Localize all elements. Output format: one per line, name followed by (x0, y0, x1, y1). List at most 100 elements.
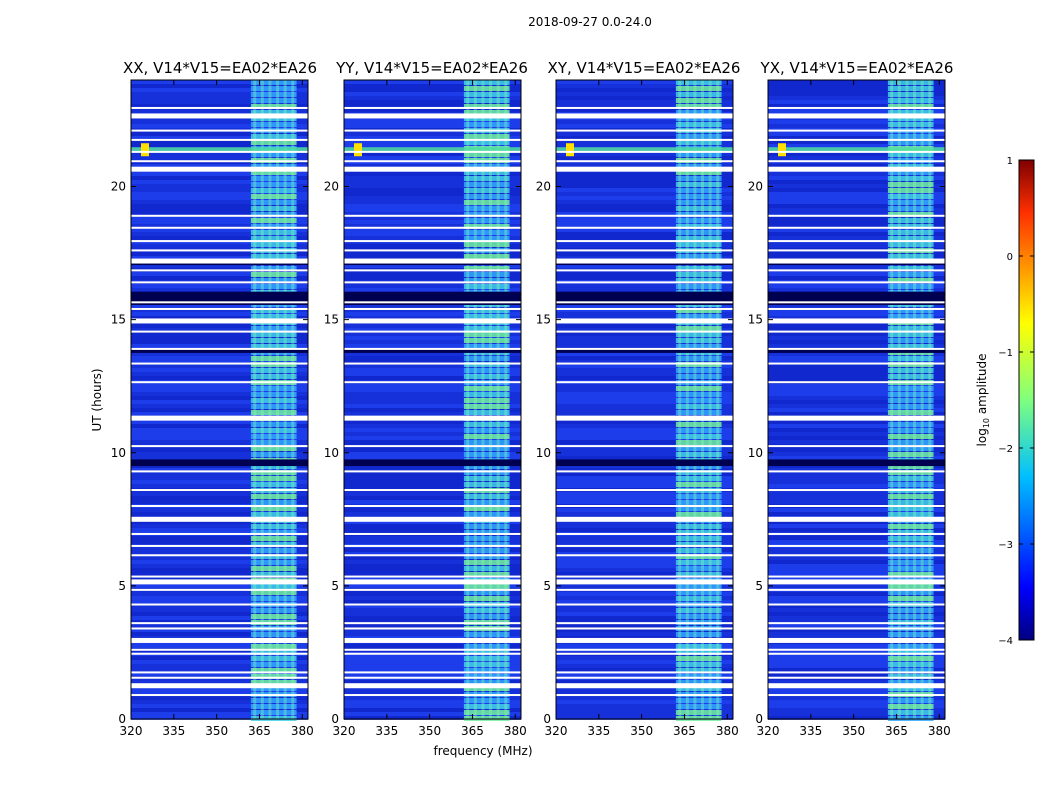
flagged-row (556, 214, 733, 217)
rfi-band-stripe (276, 80, 280, 719)
noise-row (344, 608, 521, 612)
noise-row (131, 392, 308, 396)
noise-row (344, 520, 521, 524)
panel-frame (343, 79, 522, 720)
noise-row (344, 584, 521, 588)
y-tick-label: 15 (324, 313, 339, 327)
noise-row (131, 576, 308, 580)
flagged-row (131, 301, 308, 304)
rfi-band-segment (250, 404, 297, 409)
noise-row (556, 356, 733, 360)
rfi-band-segment (463, 152, 510, 157)
noise-row (131, 612, 308, 616)
rfi-band-segment (250, 440, 297, 445)
noise-row (344, 264, 521, 268)
rfi-band-segment (675, 434, 722, 439)
rfi-band-stripe (693, 80, 697, 719)
noise-row (131, 432, 308, 436)
noise-row (556, 396, 733, 400)
noise-row (131, 620, 308, 624)
noise-row (131, 572, 308, 576)
noise-row (556, 528, 733, 532)
noise-row (768, 92, 945, 96)
flagged-row (768, 603, 945, 606)
noise-row (131, 96, 308, 100)
noise-row (131, 228, 308, 232)
noise-row (556, 180, 733, 184)
rfi-band-segment (887, 686, 934, 691)
noise-row (344, 252, 521, 256)
flagged-row (556, 516, 733, 522)
noise-row (344, 668, 521, 672)
flagged-row (131, 470, 308, 473)
rfi-band-segment (675, 632, 722, 637)
rfi-band-segment (887, 614, 934, 619)
rfi-band-segment (675, 164, 722, 169)
noise-row (131, 312, 308, 316)
noise-row (768, 264, 945, 268)
flagged-row (768, 622, 945, 625)
noise-row (768, 700, 945, 704)
rfi-band-segment (463, 572, 510, 577)
flagged-row (131, 307, 308, 310)
noise-row (131, 696, 308, 700)
flagged-row (556, 249, 733, 252)
noise-row (556, 304, 733, 308)
rfi-band-segment (463, 464, 510, 469)
noise-row (556, 560, 733, 564)
noise-row (768, 548, 945, 552)
rfi-band-segment (887, 254, 934, 259)
noise-row (131, 512, 308, 516)
noise-row (344, 600, 521, 604)
noise-row (556, 656, 733, 660)
noise-row (131, 556, 308, 560)
rfi-band-segment (887, 428, 934, 433)
rfi-band-segment (887, 422, 934, 427)
noise-row (556, 672, 733, 676)
noise-row (556, 452, 733, 456)
noise-row (556, 576, 733, 580)
rfi-band-segment (250, 92, 297, 97)
noise-row (131, 316, 308, 320)
rfi-band-segment (887, 170, 934, 175)
noise-row (556, 196, 733, 200)
rfi-band-segment (675, 698, 722, 703)
x-tick-label: 365 (885, 724, 908, 738)
noise-row (556, 496, 733, 500)
noise-row (344, 448, 521, 452)
noise-row (131, 560, 308, 564)
rfi-band-segment (675, 560, 722, 565)
rfi-band-segment (887, 368, 934, 373)
noise-row (131, 700, 308, 704)
x-tick-label: 350 (418, 724, 441, 738)
rfi-band-segment (887, 344, 934, 349)
flagged-row (344, 579, 521, 585)
rfi-band-segment (675, 332, 722, 337)
rfi-band-segment (887, 470, 934, 475)
noise-row (131, 252, 308, 256)
noise-row (344, 712, 521, 716)
rfi-band-segment (463, 698, 510, 703)
noise-row (344, 188, 521, 192)
rfi-band-segment (463, 182, 510, 187)
noise-row (768, 660, 945, 664)
flagged-row (344, 214, 521, 217)
flagged-row (344, 138, 521, 141)
rfi-band-segment (463, 560, 510, 565)
noise-row (768, 568, 945, 572)
rfi-band-segment (463, 680, 510, 685)
flagged-row (556, 318, 733, 324)
noise-row (556, 520, 733, 524)
flagged-row (768, 415, 945, 421)
rfi-band-segment (675, 554, 722, 559)
panel-xy: XY, V14*V15=EA02*EA26 320 335 350 365 380 0 5 1… (536, 59, 741, 738)
noise-row (556, 184, 733, 188)
noise-row (556, 436, 733, 440)
rfi-band-segment (675, 668, 722, 673)
noise-row (131, 372, 308, 376)
noise-row (556, 84, 733, 88)
flagged-row (556, 362, 733, 365)
rfi-band-segment (463, 596, 510, 601)
rfi-band-segment (887, 650, 934, 655)
rfi-band-segment (250, 134, 297, 139)
